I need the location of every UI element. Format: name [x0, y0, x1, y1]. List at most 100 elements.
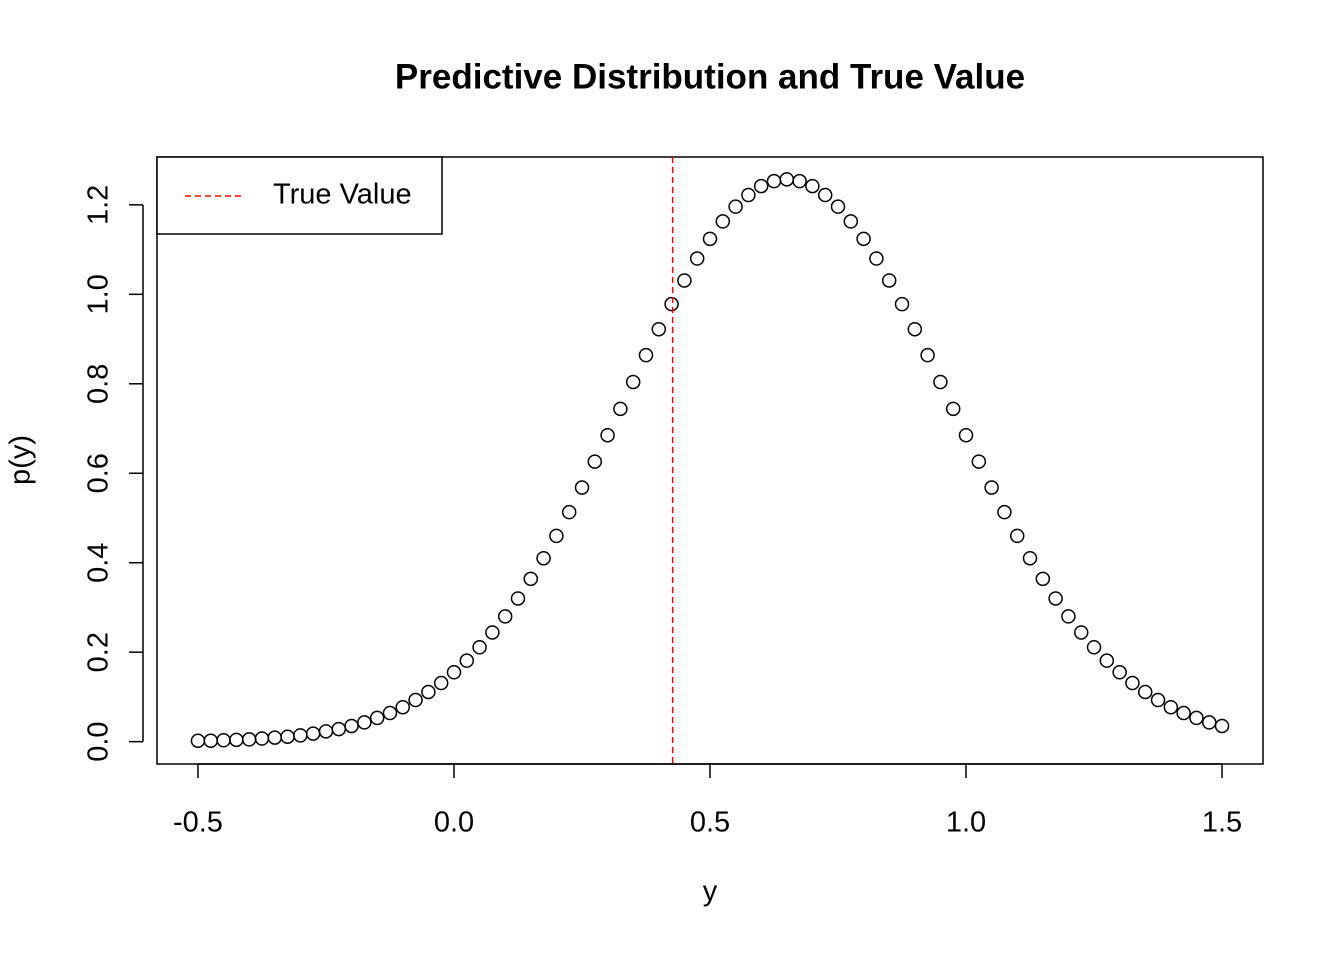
point: [1086, 640, 1102, 655]
point: [1073, 625, 1089, 640]
point: [830, 199, 846, 214]
y-tick-label: 0.8: [83, 364, 115, 404]
point: [1189, 710, 1204, 726]
point: [497, 609, 513, 624]
point: [254, 731, 270, 746]
point: [241, 732, 257, 747]
point: [472, 640, 487, 655]
point: [216, 733, 231, 748]
point: [203, 733, 219, 748]
point: [997, 504, 1012, 520]
point: [753, 178, 769, 194]
y-tick-label: 0.2: [83, 632, 115, 672]
point: [651, 321, 667, 337]
point: [945, 401, 961, 417]
point: [638, 347, 654, 363]
point: [1099, 653, 1115, 668]
point: [843, 214, 859, 229]
point: [561, 504, 577, 520]
point: [817, 187, 833, 203]
point: [741, 187, 756, 203]
point: [958, 427, 974, 443]
point: [1048, 591, 1063, 606]
point: [485, 625, 500, 640]
point: [702, 231, 718, 247]
point: [267, 730, 283, 745]
point: [1201, 715, 1217, 730]
point: [1061, 609, 1076, 624]
point: [881, 273, 897, 288]
point: [805, 178, 820, 194]
point: [190, 733, 206, 748]
y-tick-label: 1.2: [83, 185, 115, 225]
plot-box: [156, 156, 1264, 765]
point: [689, 251, 705, 266]
point: [446, 665, 462, 680]
x-tick-label: 0.5: [690, 807, 730, 839]
point: [664, 296, 679, 312]
point: [305, 726, 321, 741]
point: [459, 653, 475, 668]
x-tick-label: 0.0: [434, 807, 474, 839]
point: [421, 684, 436, 700]
point: [344, 718, 359, 734]
y-tick-label: 1.0: [83, 274, 115, 314]
point: [856, 231, 871, 247]
point: [587, 454, 603, 469]
x-axis-label: y: [703, 876, 718, 908]
point: [933, 374, 948, 390]
point: [536, 550, 551, 566]
point: [715, 214, 731, 229]
point: [1009, 528, 1025, 544]
y-axis-label: p(y): [5, 435, 37, 485]
point: [1150, 692, 1166, 708]
chart-title: Predictive Distribution and True Value: [395, 57, 1025, 96]
point: [229, 732, 244, 748]
point: [971, 454, 987, 469]
point: [1176, 705, 1191, 721]
point: [779, 172, 795, 187]
y-tick-label: 0.0: [83, 721, 115, 761]
point: [613, 401, 628, 417]
point: [1022, 550, 1038, 566]
point: [293, 728, 308, 743]
point: [677, 273, 692, 288]
point: [280, 729, 295, 744]
point: [433, 675, 449, 691]
point: [510, 591, 526, 606]
point: [369, 710, 385, 726]
point: [549, 528, 564, 544]
point: [920, 347, 935, 363]
point: [318, 724, 334, 739]
point: [395, 699, 411, 715]
point: [792, 173, 807, 189]
point: [1125, 675, 1140, 691]
point: [766, 173, 782, 189]
legend-label: True Value: [273, 179, 412, 211]
x-tick-label: -0.5: [173, 807, 223, 839]
point: [625, 374, 641, 390]
point: [574, 480, 590, 495]
point: [894, 296, 910, 312]
y-tick-label: 0.6: [83, 453, 115, 493]
point: [331, 721, 347, 737]
point: [357, 715, 372, 730]
point: [907, 321, 923, 337]
y-tick-label: 0.4: [83, 543, 115, 583]
point: [869, 251, 884, 266]
point: [1214, 718, 1230, 734]
point: [523, 571, 539, 587]
point: [1112, 665, 1127, 680]
x-tick-label: 1.0: [946, 807, 986, 839]
point: [1163, 699, 1179, 715]
x-tick-label: 1.5: [1202, 807, 1242, 839]
point: [728, 199, 743, 214]
point: [600, 427, 615, 443]
legend-box: [156, 156, 443, 235]
point: [382, 705, 398, 721]
point: [408, 692, 423, 708]
point: [984, 480, 999, 495]
point: [1035, 571, 1051, 587]
point: [1137, 684, 1153, 700]
